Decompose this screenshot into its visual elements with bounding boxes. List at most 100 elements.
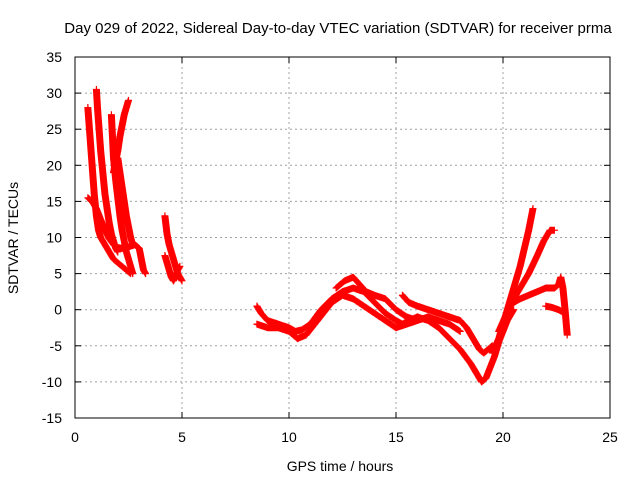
data-point: [301, 329, 303, 331]
data-point: [129, 236, 132, 239]
data-point: [288, 330, 290, 333]
series-arc8: [161, 252, 184, 285]
data-point: [91, 164, 93, 167]
data-point: [352, 298, 355, 300]
data-point: [545, 305, 547, 307]
data-point: [438, 312, 440, 315]
data-point: [112, 171, 115, 174]
data-point: [448, 337, 451, 340]
data-point: [89, 135, 91, 138]
data-point: [564, 312, 566, 315]
data-point: [352, 287, 355, 289]
data-point: [401, 294, 404, 297]
y-tick-label: 20: [46, 157, 62, 173]
data-point: [491, 352, 494, 354]
data-point: [125, 106, 128, 109]
data-point: [557, 283, 560, 286]
data-point: [427, 319, 429, 322]
data-point: [104, 243, 106, 246]
y-tick-label: 35: [46, 49, 62, 65]
data-point: [97, 229, 100, 232]
data-point: [106, 207, 108, 210]
data-point: [384, 298, 387, 300]
data-point: [93, 193, 96, 195]
data-point: [519, 287, 521, 289]
series-arc12: [398, 291, 496, 357]
data-point: [542, 240, 545, 242]
data-point: [87, 196, 89, 199]
data-point: [168, 269, 170, 271]
data-point: [277, 326, 280, 329]
data-point: [373, 301, 376, 304]
data-point: [515, 280, 517, 282]
data-point: [497, 337, 500, 340]
data-point: [123, 113, 126, 116]
data-point: [96, 106, 99, 109]
data-point: [95, 88, 98, 91]
data-point: [131, 243, 134, 246]
data-point: [181, 280, 183, 282]
data-point: [170, 251, 173, 253]
data-point: [125, 215, 128, 217]
data-point: [87, 106, 89, 109]
data-point: [119, 171, 121, 174]
data-point: [114, 247, 117, 250]
data-point: [416, 316, 419, 318]
x-tick-label: 25: [602, 429, 618, 445]
data-point: [438, 326, 440, 329]
data-point: [260, 312, 262, 315]
data-point: [121, 124, 123, 127]
data-point: [108, 222, 111, 224]
data-point: [99, 236, 102, 239]
data-point: [480, 381, 483, 383]
data-point: [125, 251, 128, 253]
data-point: [562, 287, 564, 289]
data-point: [320, 308, 322, 311]
data-point: [305, 334, 307, 336]
x-tick-label: 20: [495, 429, 511, 445]
data-point: [127, 99, 130, 102]
x-tick-label: 0: [71, 429, 79, 445]
series-arc15: [495, 226, 558, 335]
data-point: [172, 280, 175, 282]
data-point: [110, 233, 113, 235]
data-point: [131, 272, 134, 275]
data-point: [373, 312, 376, 315]
data-point: [459, 319, 462, 322]
data-point: [408, 301, 410, 304]
data-point: [174, 276, 177, 279]
data-point: [482, 352, 485, 354]
data-point: [266, 326, 269, 329]
data-point: [504, 316, 506, 318]
data-point: [405, 316, 408, 318]
data-point: [384, 312, 387, 315]
data-point: [549, 229, 551, 232]
data-point: [395, 308, 397, 311]
data-point: [322, 312, 325, 315]
data-point: [166, 261, 168, 264]
data-point: [127, 258, 130, 260]
data-point: [117, 261, 119, 264]
series-arc10: [253, 291, 464, 343]
data-point: [448, 323, 451, 325]
data-points: [84, 85, 571, 386]
data-point: [343, 280, 346, 282]
data-point: [427, 308, 429, 311]
data-point: [341, 294, 344, 297]
y-tick-label: -15: [42, 410, 62, 426]
data-point: [395, 319, 397, 322]
data-point: [119, 135, 121, 138]
data-point: [559, 276, 562, 279]
data-point: [95, 215, 98, 217]
data-point: [335, 287, 337, 289]
data-point: [125, 269, 128, 271]
data-point: [179, 276, 181, 279]
data-point: [476, 373, 479, 376]
data-point: [117, 157, 119, 159]
data-point: [170, 276, 173, 279]
data-point: [497, 330, 500, 333]
data-point: [127, 225, 130, 228]
data-point: [363, 305, 365, 307]
